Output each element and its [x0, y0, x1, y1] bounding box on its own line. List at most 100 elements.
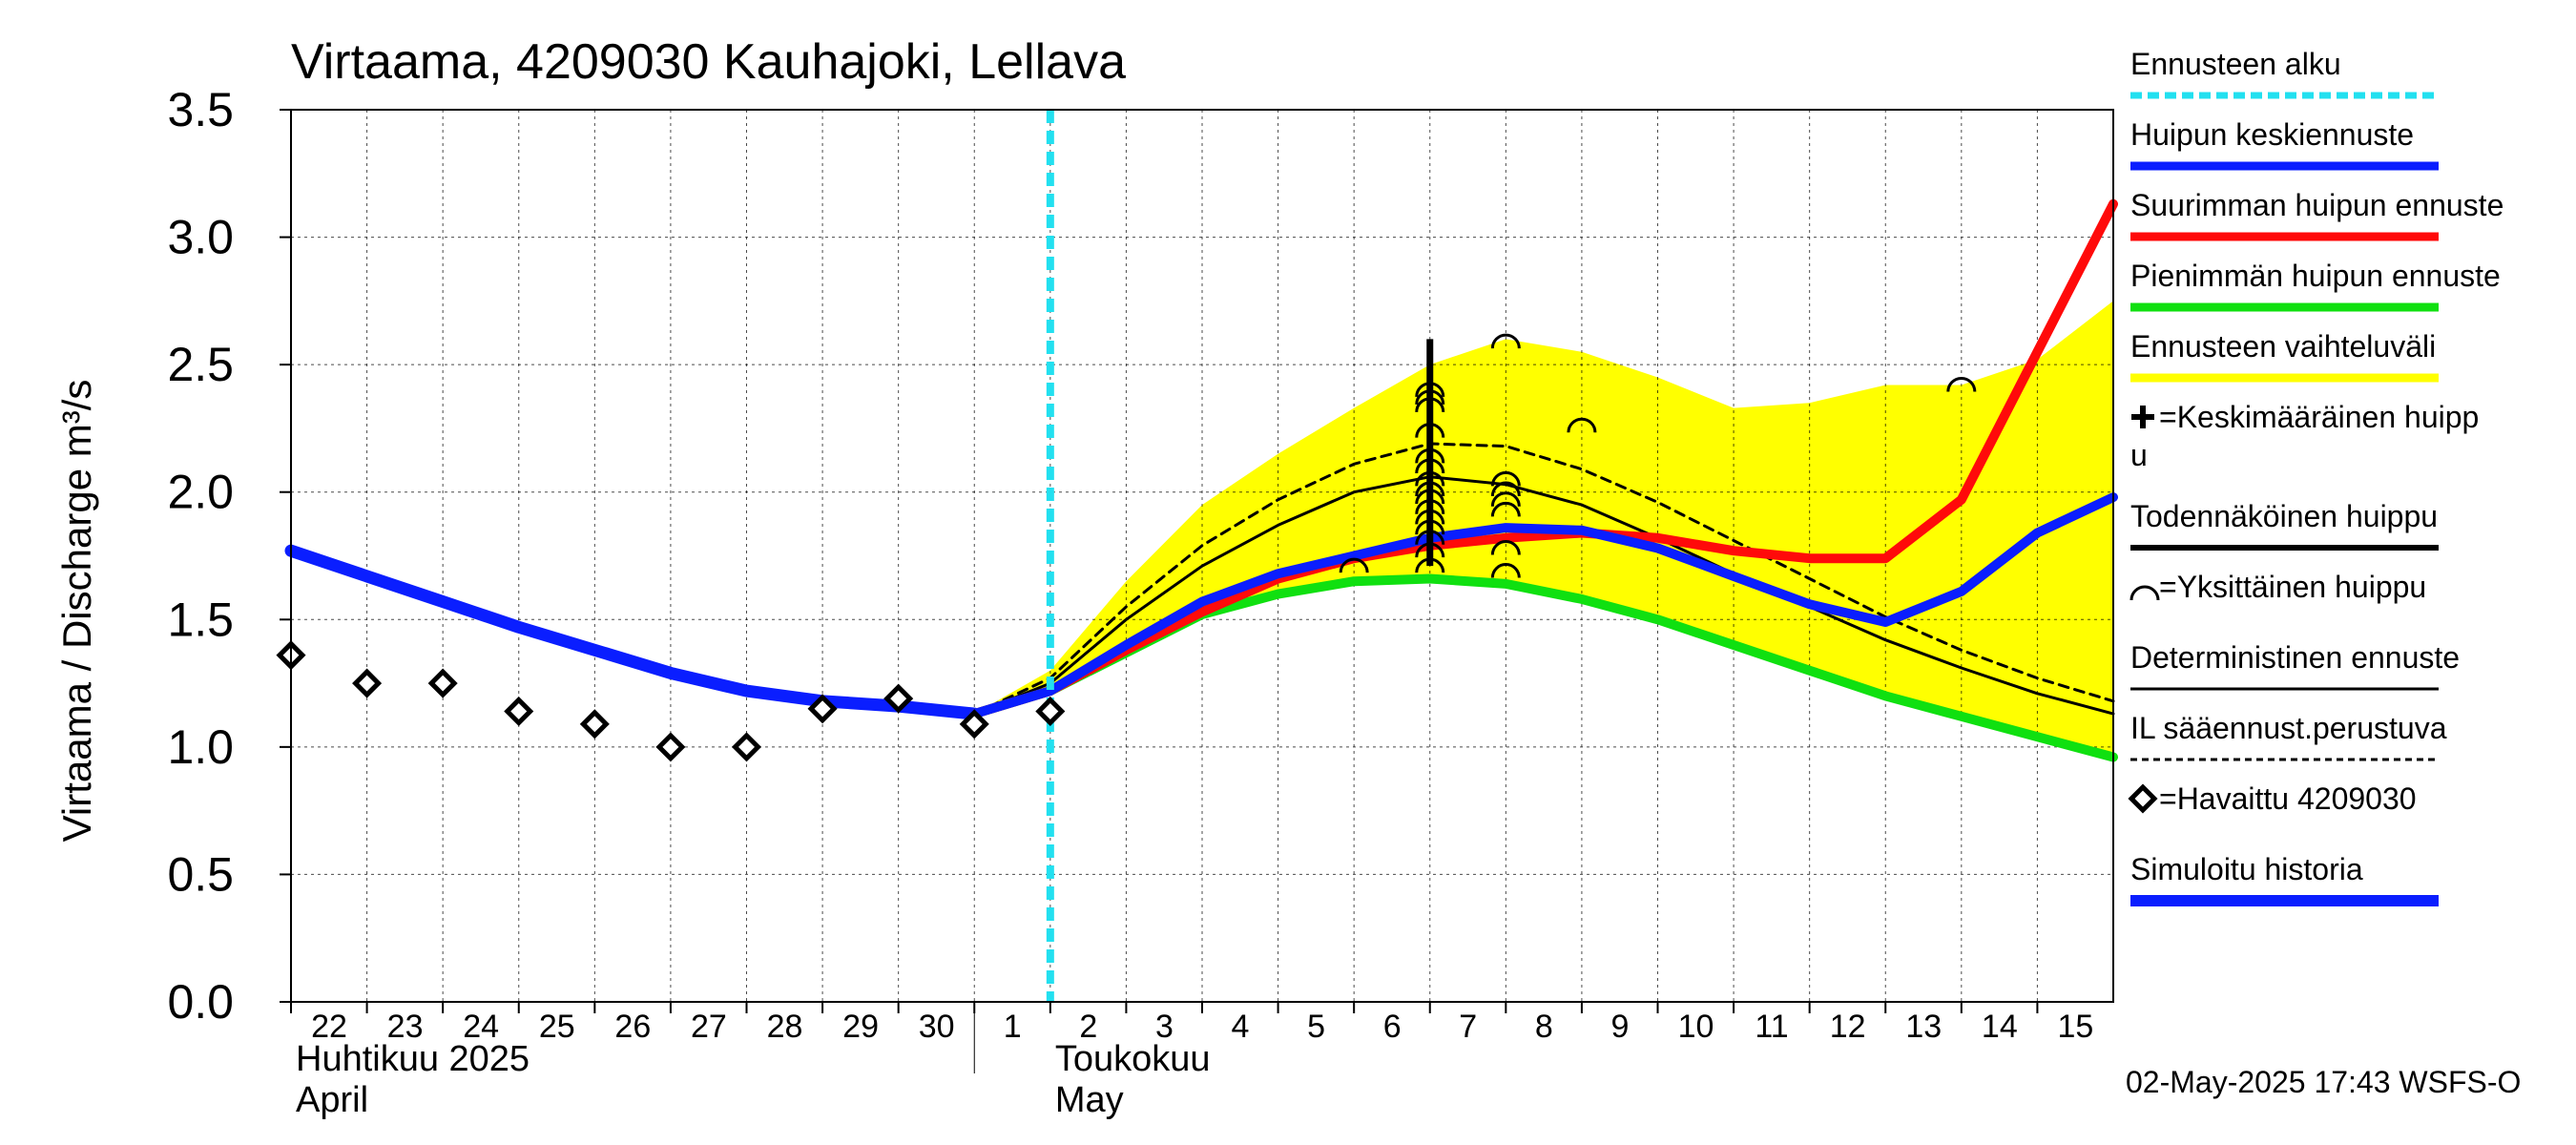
- individual-peak-marker: [1415, 423, 1445, 438]
- individual-peak-marker: [1415, 448, 1445, 464]
- x-tick-label: 29: [842, 1009, 879, 1045]
- x-tick-label: 9: [1610, 1009, 1629, 1045]
- x-tick-label: 3: [1155, 1009, 1174, 1045]
- individual-peak-marker: [1415, 530, 1445, 545]
- legend-item: =Keskimääräinen huipp u: [2130, 400, 2479, 472]
- legend-label: IL sääennust.perustuva: [2130, 711, 2447, 745]
- max-peak-forecast-line: [969, 198, 2118, 719]
- observed-point: [959, 709, 989, 739]
- x-axis: 22 23 24 25 26 27 28 29 30 1 2 3 4 5 6 7 8 9 10 11 12 13 14 15H…: [290, 1002, 2094, 1120]
- x-tick-label: 7: [1459, 1009, 1477, 1045]
- legend-swatch: [2128, 783, 2158, 814]
- legend-item: Pienimmän huipun ennuste: [2130, 259, 2501, 312]
- observed-point: [883, 683, 914, 714]
- simulated-history-line: [284, 544, 981, 720]
- mean-peak-forecast-line: [969, 492, 2118, 719]
- individual-peak-marker: [1415, 542, 1445, 558]
- y-tick-label: 1.5: [167, 593, 234, 646]
- individual-peak-marker: [1415, 489, 1445, 505]
- legend-label: Ennusteen vaihteluväli: [2130, 329, 2436, 364]
- y-axis-label: Virtaama / Discharge m³/s: [54, 380, 99, 843]
- observed-point: [1035, 696, 1066, 726]
- x-tick-label: 4: [1232, 1009, 1250, 1045]
- x-tick-label: 28: [767, 1009, 803, 1045]
- legend-item: =Yksittäinen huippu: [2129, 570, 2426, 604]
- y-tick-label: 0.5: [167, 847, 234, 901]
- y-tick-label: 3.0: [167, 211, 234, 264]
- observed-point: [579, 709, 610, 739]
- observed-point: [655, 732, 686, 762]
- x-tick-label: 15: [2058, 1009, 2094, 1045]
- legend-label: Huipun keskiennuste: [2130, 117, 2414, 152]
- chart-title: Virtaama, 4209030 Kauhajoki, Lellava: [291, 34, 1126, 90]
- individual-peak-marker: [1490, 333, 1521, 349]
- y-tick-label: 2.0: [167, 466, 234, 519]
- individual-peak-marker: [1567, 417, 1597, 433]
- legend-item: Simuloitu historia: [2130, 852, 2439, 906]
- x-tick-label: 5: [1307, 1009, 1325, 1045]
- individual-peak-marker: [1415, 519, 1445, 535]
- y-tick-label: 2.5: [167, 338, 234, 391]
- legend-item: Ennusteen alku: [2130, 47, 2439, 99]
- legend-item: =Havaittu 4209030: [2128, 781, 2417, 816]
- plot-area: [276, 109, 2118, 1003]
- individual-peak-marker: [1490, 481, 1521, 497]
- legend-label: =Yksittäinen huippu: [2159, 570, 2426, 604]
- legend-label: Ennusteen alku: [2130, 47, 2341, 81]
- month-label-en: May: [1055, 1080, 1124, 1120]
- x-tick-label: 6: [1383, 1009, 1402, 1045]
- x-tick-label: 8: [1535, 1009, 1553, 1045]
- individual-peak-marker: [1490, 501, 1521, 517]
- legend-item: Todennäköinen huippu: [2130, 499, 2439, 551]
- individual-peak-marker: [1415, 470, 1445, 487]
- individual-peak-marker: [1490, 491, 1521, 507]
- individual-peak-marker: [1415, 481, 1445, 497]
- x-tick-label: 1: [1004, 1009, 1022, 1045]
- x-tick-label: 10: [1678, 1009, 1714, 1045]
- y-tick-label: 0.0: [167, 975, 234, 1029]
- x-tick-label: 12: [1830, 1009, 1866, 1045]
- individual-peak-marker: [1415, 557, 1445, 573]
- legend-label: Simuloitu historia: [2130, 852, 2363, 886]
- x-tick-label: 26: [614, 1009, 651, 1045]
- x-tick-label: 14: [1982, 1009, 2018, 1045]
- grid-layer: [291, 110, 2113, 1002]
- individual-peak-marker: [1490, 470, 1521, 487]
- legend-label: Todennäköinen huippu: [2130, 499, 2438, 533]
- x-tick-label: 23: [387, 1009, 424, 1045]
- observed-point: [352, 668, 383, 698]
- markers-layer: [276, 333, 1977, 762]
- individual-peak-marker: [1415, 499, 1445, 514]
- observed-point: [807, 694, 838, 724]
- individual-peak-marker: [1415, 397, 1445, 413]
- x-tick-label: 27: [691, 1009, 727, 1045]
- legend-label: Pienimmän huipun ennuste: [2130, 259, 2501, 293]
- individual-peak-marker: [1339, 557, 1369, 573]
- timestamp: 02-May-2025 17:43 WSFS-O: [2126, 1065, 2521, 1099]
- observed-point: [427, 668, 458, 698]
- individual-peak-marker: [1415, 458, 1445, 474]
- individual-peak-marker: [1946, 377, 1977, 392]
- legend-label: =Keskimääräinen huipp: [2159, 400, 2479, 434]
- legend-label: u: [2130, 438, 2148, 472]
- legend-item: IL sääennust.perustuva: [2130, 711, 2447, 761]
- individual-peak-marker: [1490, 540, 1521, 555]
- individual-peak-marker: [1415, 389, 1445, 405]
- legend-swatch: [2129, 585, 2160, 601]
- month-label: Huhtikuu 2025: [296, 1039, 530, 1079]
- individual-peak-marker: [1490, 563, 1521, 578]
- x-tick-label: 13: [1905, 1009, 1942, 1045]
- il-weather-forecast-line: [972, 442, 2115, 716]
- x-tick-label: 24: [463, 1009, 499, 1045]
- x-tick-label: 30: [919, 1009, 955, 1045]
- x-tick-label: 22: [311, 1009, 347, 1045]
- observed-point: [504, 696, 534, 726]
- legend-label: Suurimman huipun ennuste: [2130, 188, 2503, 222]
- x-tick-label: 2: [1079, 1009, 1097, 1045]
- legend-label: =Havaittu 4209030: [2159, 781, 2417, 816]
- y-axis: 0.0 0.5 1.0 1.5 2.0 2.5 3.0 3.5: [167, 83, 291, 1029]
- legend-item: Ennusteen vaihteluväli: [2130, 329, 2439, 383]
- y-tick-label: 1.0: [167, 720, 234, 774]
- legend-item: Deterministinen ennuste: [2130, 640, 2460, 691]
